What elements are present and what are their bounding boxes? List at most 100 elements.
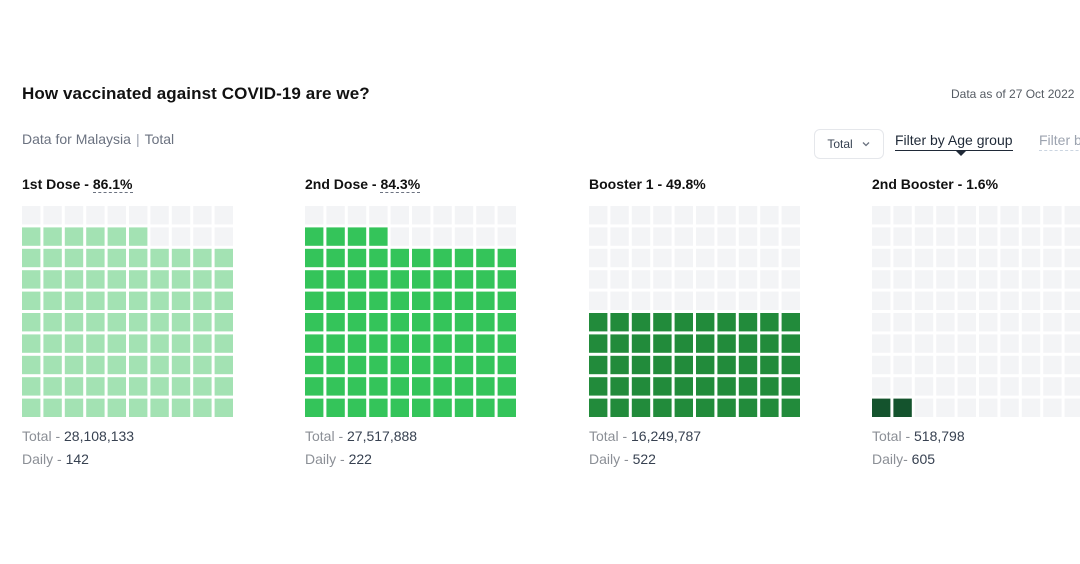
waffle-cell-filled: [631, 334, 651, 353]
waffle-cell-empty: [872, 355, 891, 375]
stat-daily-value: 605: [911, 451, 936, 467]
waffle-cell-empty: [893, 270, 912, 289]
stat-total-value: 518,798: [914, 428, 965, 444]
waffle-cell-filled: [22, 334, 41, 353]
waffle-cell-filled: [171, 313, 191, 332]
waffle-cell-filled: [476, 398, 495, 417]
waffle-cell-filled: [412, 355, 431, 375]
panel-title-prefix: 2nd Dose -: [305, 176, 381, 192]
waffle-cell-filled: [589, 313, 608, 332]
waffle-cell-filled: [738, 334, 758, 353]
panel-percent[interactable]: 86.1%: [92, 176, 133, 193]
panel-1st-dose: 1st Dose - 86.1% Total - 28,108,133 Dail…: [22, 176, 234, 467]
waffle-cell-empty: [936, 398, 955, 417]
waffle-cell-filled: [674, 313, 693, 332]
waffle-cell-empty: [433, 227, 452, 246]
waffle-cell-empty: [497, 227, 516, 246]
waffle-cell-filled: [653, 355, 672, 375]
total-dropdown[interactable]: Total: [814, 129, 884, 159]
waffle-cell-filled: [43, 227, 62, 246]
waffle-cell-filled: [476, 291, 495, 310]
waffle-cell-filled: [171, 270, 191, 289]
waffle-cell-filled: [717, 313, 736, 332]
waffle-cell-empty: [1021, 313, 1041, 332]
waffle-cell-filled: [610, 398, 629, 417]
waffle-cell-empty: [1064, 227, 1080, 246]
filter-age-group-tab[interactable]: Filter by Age group: [895, 132, 1013, 151]
waffle-cell-filled: [390, 270, 409, 289]
waffle-cell-filled: [696, 398, 715, 417]
waffle-cell-filled: [433, 248, 452, 268]
waffle-cell-empty: [936, 270, 955, 289]
waffle-cell-empty: [653, 270, 672, 289]
waffle-cell-filled: [86, 291, 105, 310]
waffle-cell-filled: [369, 248, 388, 268]
waffle-cell-filled: [107, 270, 126, 289]
waffle-cell-filled: [369, 334, 388, 353]
waffle-cell-empty: [979, 206, 998, 225]
waffle-cell-empty: [914, 398, 934, 417]
waffle-cell-filled: [717, 334, 736, 353]
waffle-cell-filled: [326, 334, 345, 353]
waffle-cell-filled: [497, 313, 516, 332]
waffle-cell-filled: [717, 355, 736, 375]
waffle-cell-filled: [43, 334, 62, 353]
waffle-cell-empty: [979, 270, 998, 289]
stat-daily-label: Daily -: [589, 451, 633, 467]
waffle-cell-filled: [653, 334, 672, 353]
waffle-cell-empty: [738, 227, 758, 246]
waffle-cell-filled: [369, 270, 388, 289]
waffle-cell-empty: [305, 206, 324, 225]
waffle-cell-filled: [305, 355, 324, 375]
waffle-cell-empty: [872, 206, 891, 225]
waffle-cell-filled: [86, 355, 105, 375]
waffle-cell-filled: [412, 248, 431, 268]
waffle-cell-empty: [781, 206, 800, 225]
waffle-cell-filled: [150, 334, 169, 353]
waffle-cell-filled: [193, 334, 212, 353]
waffle-cell-empty: [589, 291, 608, 310]
waffle-cell-empty: [872, 291, 891, 310]
waffle-cell-empty: [454, 206, 474, 225]
waffle-cell-empty: [1021, 291, 1041, 310]
waffle-cell-filled: [22, 313, 41, 332]
waffle-cell-empty: [326, 206, 345, 225]
waffle-cell-filled: [107, 227, 126, 246]
waffle-cell-filled: [390, 377, 409, 396]
waffle-cell-filled: [64, 227, 84, 246]
waffle-cell-empty: [781, 227, 800, 246]
waffle-cell-filled: [214, 270, 233, 289]
page-title: How vaccinated against COVID-19 are we?: [22, 84, 370, 103]
waffle-cell-empty: [979, 248, 998, 268]
waffle-cell-filled: [696, 377, 715, 396]
waffle-chart: [589, 206, 800, 417]
waffle-cell-empty: [86, 206, 105, 225]
waffle-cell-filled: [129, 248, 148, 268]
waffle-cell-empty: [214, 227, 233, 246]
waffle-cell-empty: [412, 206, 431, 225]
waffle-cell-empty: [1000, 248, 1019, 268]
subtitle-separator: |: [135, 131, 140, 147]
waffle-cell-filled: [326, 355, 345, 375]
waffle-cell-filled: [631, 377, 651, 396]
waffle-cell-filled: [433, 334, 452, 353]
waffle-cell-filled: [433, 355, 452, 375]
filter-other-tab[interactable]: Filter by: [1039, 132, 1080, 151]
waffle-cell-empty: [914, 227, 934, 246]
waffle-cell-filled: [43, 291, 62, 310]
waffle-cell-filled: [107, 377, 126, 396]
waffle-cell-empty: [760, 206, 779, 225]
waffle-cell-filled: [305, 313, 324, 332]
waffle-cell-empty: [610, 270, 629, 289]
waffle-cell-filled: [369, 398, 388, 417]
waffle-cell-empty: [717, 206, 736, 225]
waffle-cell-filled: [347, 291, 367, 310]
waffle-cell-empty: [1000, 313, 1019, 332]
waffle-cell-filled: [305, 291, 324, 310]
waffle-cell-empty: [390, 227, 409, 246]
waffle-cell-filled: [781, 313, 800, 332]
waffle-cell-filled: [589, 398, 608, 417]
panel-percent[interactable]: 84.3%: [380, 176, 421, 193]
waffle-cell-empty: [936, 334, 955, 353]
waffle-cell-filled: [738, 377, 758, 396]
